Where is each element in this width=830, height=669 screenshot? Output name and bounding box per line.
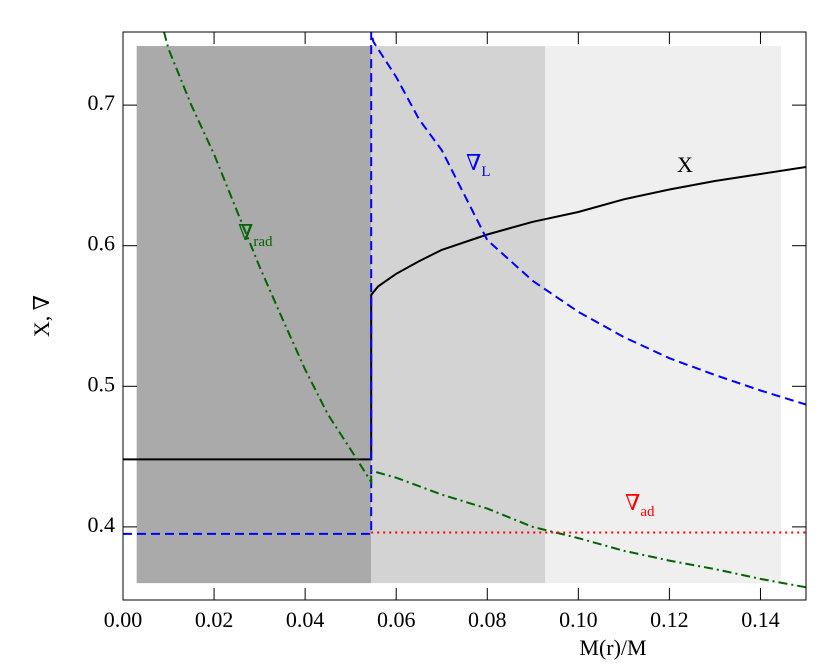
shaded-region xyxy=(545,46,781,584)
shaded-region xyxy=(136,46,372,584)
x-tick-label: 0.02 xyxy=(195,607,234,632)
series-label-name: ∇ xyxy=(625,490,640,515)
series-line xyxy=(123,32,806,535)
x-axis-label: M(r)/M xyxy=(579,635,646,660)
series-label: X xyxy=(677,152,693,177)
y-tick-label: 0.6 xyxy=(88,231,116,256)
y-axis-label: X, ∇ xyxy=(29,295,54,337)
x-tick-label: 0.00 xyxy=(104,607,143,632)
series-line xyxy=(163,32,806,589)
series-label: ∇L xyxy=(466,150,491,180)
x-tick-label: 0.08 xyxy=(468,607,507,632)
y-tick-label: 0.5 xyxy=(88,371,116,396)
x-tick-label: 0.14 xyxy=(741,607,780,632)
y-tick-label: 0.4 xyxy=(88,512,116,537)
x-tick-label: 0.10 xyxy=(559,607,598,632)
plot-frame xyxy=(122,31,807,601)
series-label-subscript: ad xyxy=(640,504,655,520)
series-label: ∇ad xyxy=(625,490,655,520)
shaded-region xyxy=(371,46,546,584)
x-tick-label: 0.06 xyxy=(377,607,416,632)
series-label-subscript: L xyxy=(481,164,490,180)
x-tick-label: 0.12 xyxy=(650,607,689,632)
series-label-name: X xyxy=(677,152,693,177)
series-label-subscript: rad xyxy=(253,234,273,250)
x-tick-label: 0.04 xyxy=(286,607,325,632)
series-label-name: ∇ xyxy=(238,220,253,245)
series-label: ∇rad xyxy=(238,220,273,250)
series-line xyxy=(123,166,806,461)
series-label-name: ∇ xyxy=(466,150,481,175)
y-tick-label: 0.7 xyxy=(88,90,116,115)
